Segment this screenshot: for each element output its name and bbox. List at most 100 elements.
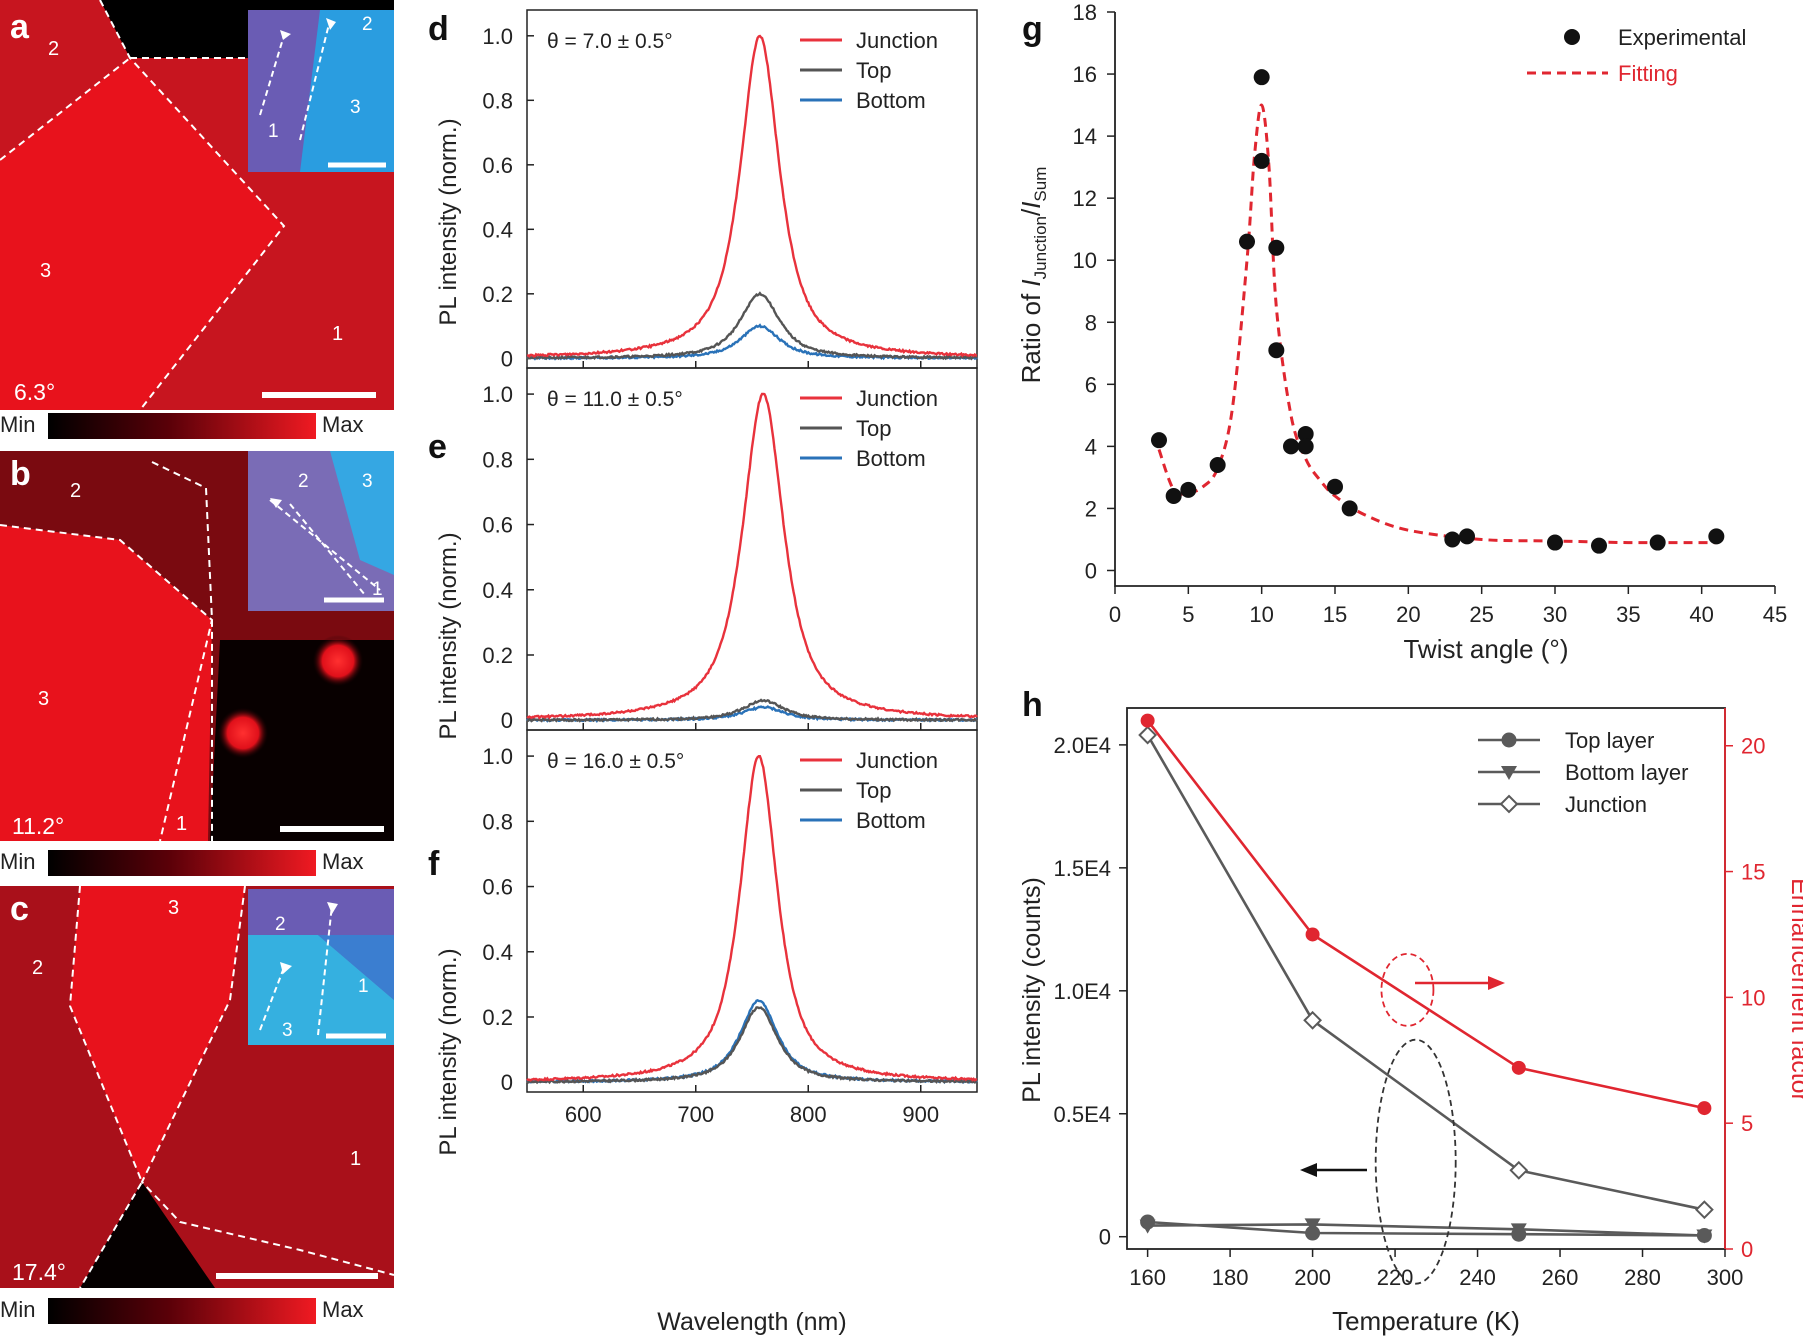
region-label: 2 (32, 957, 43, 979)
y-axis-label: PL intensity (norm.) (435, 948, 462, 1155)
y-tick-label: 1.0 (482, 744, 513, 769)
legend-marker (1501, 766, 1517, 780)
panel-letter: g (1022, 10, 1043, 48)
experimental-point (1165, 488, 1182, 505)
experimental-point (1151, 432, 1167, 449)
y-tick-label-right: 0 (1741, 1237, 1753, 1262)
y-tick-label: 0.8 (482, 447, 513, 472)
y-tick-label: 12 (1073, 186, 1097, 211)
map-c: 1 2 3 1 2 3 17.4° c (0, 885, 395, 1289)
series-marker (1305, 927, 1320, 942)
spectrum-line-junction (526, 34, 978, 358)
spectrum-line-top (526, 1006, 978, 1085)
experimental-point (1444, 531, 1461, 548)
x-axis-label: Twist angle (°) (1403, 634, 1568, 664)
experimental-point (1297, 425, 1314, 442)
legend-label: Fitting (1618, 61, 1678, 86)
y-tick-label: 0.4 (482, 578, 513, 603)
legend-label: Top (856, 778, 891, 803)
region-label: 2 (70, 480, 81, 502)
experimental-point (1649, 534, 1666, 551)
experimental-point (1459, 528, 1475, 545)
series-marker (1138, 725, 1158, 745)
legend-label: Bottom layer (1565, 760, 1689, 785)
y-axis-label: PL intensity (norm.) (435, 532, 462, 739)
series-marker (1509, 1160, 1529, 1180)
y-tick-label: 0.8 (482, 88, 513, 113)
series-line (1146, 719, 1705, 1110)
legend-label: Junction (856, 748, 938, 773)
colorbar-max: Max (322, 412, 364, 437)
experimental-point (1268, 239, 1285, 256)
region-label: 2 (48, 38, 59, 60)
x-tick-label: 180 (1212, 1265, 1249, 1290)
legend-label: Bottom (856, 446, 926, 471)
legend-label: Bottom (856, 808, 926, 833)
plot-frame (526, 367, 978, 731)
angle-label: 11.2° (12, 813, 64, 839)
x-tick-label: 700 (677, 1102, 714, 1127)
y-tick-label: 0 (501, 1070, 513, 1095)
map-a: 1 2 3 1 2 3 6.3° a (0, 0, 394, 411)
panel-letter: c (10, 890, 29, 928)
angle-annotation: θ = 11.0 ± 0.5° (547, 388, 683, 411)
inset-label: 2 (298, 471, 309, 492)
experimental-point (1209, 456, 1226, 473)
legend-label: Experimental (1618, 25, 1746, 50)
plots-layer: 0 0.2 0.4 0.6 0.8 1.0 θ = 7.0 ± 0.5° Junction To… (482, 0, 1787, 1290)
y-tick-label: 0.4 (482, 940, 513, 965)
region-label: 1 (176, 813, 187, 835)
experimental-point (1283, 438, 1299, 455)
y-tick-label: 1.0 (482, 24, 513, 49)
legend-label: Junction (856, 386, 938, 411)
x-tick-label: 200 (1294, 1265, 1331, 1290)
y-tick-label: 14 (1073, 124, 1097, 149)
x-tick-label: 800 (790, 1102, 827, 1127)
inset-label: 2 (362, 14, 373, 35)
x-tick-label: 5 (1182, 602, 1194, 627)
y-tick-label: 0 (1085, 558, 1097, 583)
y-tick-label: 18 (1073, 0, 1097, 25)
colorbar-a: Min Max (0, 412, 364, 439)
experimental-point (1708, 528, 1725, 545)
series-marker (1139, 1219, 1156, 1234)
x-tick-label: 0 (1109, 602, 1121, 627)
colorbar-b: Min Max (0, 849, 364, 876)
region-label: 3 (168, 897, 179, 919)
spectrum-line-top (526, 291, 978, 361)
plot-frame (526, 729, 978, 1093)
series-marker (1697, 1101, 1712, 1116)
x-tick-label: 240 (1459, 1265, 1496, 1290)
axes (1114, 12, 1775, 587)
legend-marker (1501, 732, 1517, 748)
y-tick-label: 10 (1073, 248, 1097, 273)
panel-letter: e (428, 428, 447, 466)
y-axis-label-right: Enhancement factor (1786, 878, 1803, 1102)
map-b: 1 2 3 1 2 3 11.2° b (0, 451, 394, 842)
angle-label: 17.4° (12, 1259, 66, 1285)
arrow-head (1300, 1163, 1317, 1177)
y-tick-label: 0.6 (482, 153, 513, 178)
series-marker (1694, 1200, 1714, 1220)
colorbar-min: Min (0, 412, 35, 437)
experimental-point (1253, 69, 1270, 86)
panel-letter: f (428, 845, 440, 883)
panel-letter: d (428, 10, 449, 48)
y-tick-label: 1.5E4 (1054, 856, 1112, 881)
x-tick-label: 600 (565, 1102, 602, 1127)
series-marker (1696, 1229, 1713, 1244)
plot-frame (1126, 707, 1726, 1250)
legend-marker (1564, 29, 1580, 45)
series-line (1146, 734, 1705, 1211)
series-line (1147, 1220, 1705, 1237)
y-tick-label: 0.4 (482, 217, 513, 242)
inset-label: 3 (362, 471, 373, 492)
inset-label: 3 (282, 1020, 293, 1041)
region-label: 1 (332, 323, 343, 345)
annotation-ellipse (1380, 952, 1435, 1027)
series-marker (1304, 1218, 1321, 1233)
y-axis-label: PL intensity (norm.) (435, 118, 462, 325)
y-tick-label-right: 15 (1741, 860, 1765, 885)
region-label: 1 (350, 1148, 361, 1170)
experimental-point (1253, 152, 1270, 169)
